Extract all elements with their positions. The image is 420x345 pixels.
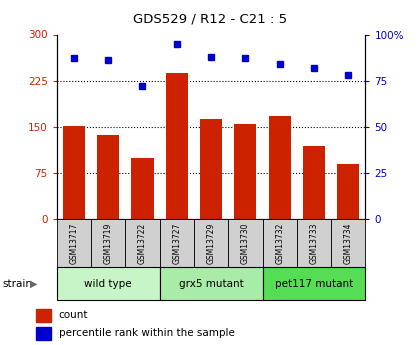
Bar — [97, 135, 119, 219]
FancyBboxPatch shape — [160, 219, 194, 267]
Text: count: count — [59, 310, 88, 320]
Bar — [268, 116, 291, 219]
Bar — [165, 73, 188, 219]
Text: GSM13722: GSM13722 — [138, 223, 147, 264]
Bar — [36, 309, 51, 322]
FancyBboxPatch shape — [125, 219, 160, 267]
Text: pet117 mutant: pet117 mutant — [275, 279, 353, 289]
FancyBboxPatch shape — [91, 219, 125, 267]
Text: percentile rank within the sample: percentile rank within the sample — [59, 328, 235, 338]
Text: GSM13730: GSM13730 — [241, 223, 250, 264]
Text: GSM13729: GSM13729 — [207, 223, 215, 264]
Text: wild type: wild type — [84, 279, 132, 289]
Text: GSM13733: GSM13733 — [310, 223, 318, 264]
FancyBboxPatch shape — [262, 219, 297, 267]
Bar — [200, 119, 222, 219]
FancyBboxPatch shape — [160, 267, 262, 300]
FancyBboxPatch shape — [57, 267, 160, 300]
FancyBboxPatch shape — [262, 267, 365, 300]
Text: GSM13717: GSM13717 — [69, 223, 79, 264]
Bar — [234, 124, 257, 219]
Text: GDS529 / R12 - C21 : 5: GDS529 / R12 - C21 : 5 — [133, 12, 287, 25]
Bar — [337, 164, 360, 219]
Bar — [63, 126, 85, 219]
Text: strain: strain — [2, 279, 32, 289]
Text: GSM13727: GSM13727 — [172, 223, 181, 264]
Bar — [131, 158, 154, 219]
FancyBboxPatch shape — [228, 219, 262, 267]
Text: GSM13719: GSM13719 — [104, 223, 113, 264]
Text: ▶: ▶ — [30, 279, 38, 289]
FancyBboxPatch shape — [57, 219, 91, 267]
FancyBboxPatch shape — [194, 219, 228, 267]
Bar — [303, 147, 325, 219]
Text: GSM13734: GSM13734 — [344, 223, 353, 264]
Text: grx5 mutant: grx5 mutant — [178, 279, 244, 289]
Text: GSM13732: GSM13732 — [275, 223, 284, 264]
Bar — [36, 327, 51, 340]
FancyBboxPatch shape — [297, 219, 331, 267]
FancyBboxPatch shape — [331, 219, 365, 267]
